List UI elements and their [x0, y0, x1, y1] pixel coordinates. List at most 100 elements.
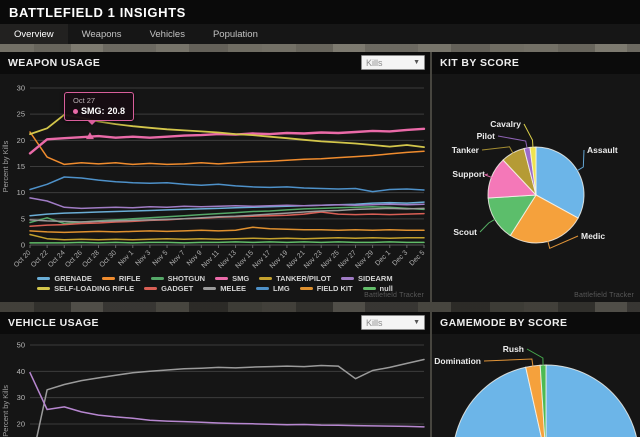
- svg-text:Dec 3: Dec 3: [391, 249, 409, 267]
- svg-text:0: 0: [21, 241, 25, 250]
- panel-vehicle-usage: VEHICLE USAGE Kills ▼ 20 30 40 50 Percent by…: [0, 312, 430, 437]
- legend-label: SMG: [232, 274, 250, 283]
- legend-item[interactable]: SIDEARM: [341, 274, 393, 283]
- panel-title-kit-by-score: KIT BY SCORE: [440, 57, 520, 69]
- legend-swatch: [299, 287, 313, 290]
- panel-title-weapon-usage: WEAPON USAGE: [8, 57, 101, 69]
- weapon-legend: GRENADE RIFLE SHOTGUN SMG TANKER/PILOT SIDEAR…: [0, 274, 430, 293]
- panel-kit-by-score: KIT BY SCORE Assault Medic Scout Support Tan…: [432, 52, 640, 302]
- svg-text:Oct 22: Oct 22: [30, 249, 50, 269]
- gamemode-by-score-pie[interactable]: Domination Rush: [432, 334, 640, 437]
- legend-item[interactable]: SMG: [215, 274, 249, 283]
- legend-label: FIELD KIT: [316, 284, 353, 293]
- vehicle-usage-chart[interactable]: 20 30 40 50 Percent by Kills: [0, 334, 430, 437]
- tab-weapons[interactable]: Weapons: [81, 28, 122, 40]
- svg-text:Tanker: Tanker: [452, 145, 480, 155]
- chevron-down-icon: ▼: [413, 319, 420, 326]
- legend-swatch: [203, 287, 217, 290]
- svg-text:20: 20: [17, 420, 25, 429]
- svg-text:Oct 26: Oct 26: [64, 249, 84, 269]
- svg-text:Oct 24: Oct 24: [47, 249, 67, 269]
- svg-text:Oct 20: Oct 20: [13, 249, 33, 269]
- legend-item[interactable]: TANKER/PILOT: [259, 274, 331, 283]
- tooltip-date: Oct 27: [73, 96, 96, 105]
- vehicle-metric-value: Kills: [366, 317, 383, 328]
- svg-text:5: 5: [21, 214, 25, 223]
- svg-text:Domination: Domination: [434, 356, 481, 366]
- legend-item[interactable]: GRENADE: [37, 274, 92, 283]
- svg-text:Rush: Rush: [503, 344, 524, 354]
- chart-tooltip: Oct 27 SMG: 20.8: [64, 92, 135, 125]
- legend-swatch: [37, 287, 51, 290]
- svg-text:20: 20: [17, 136, 25, 145]
- tab-overview[interactable]: Overview: [0, 24, 68, 44]
- legend-label: LMG: [273, 284, 290, 293]
- svg-text:Nov 3: Nov 3: [134, 249, 152, 267]
- legend-label: MELEE: [220, 284, 247, 293]
- legend-label: RIFLE: [118, 274, 141, 283]
- svg-text:Percent by Kills: Percent by Kills: [1, 140, 10, 192]
- legend-item[interactable]: SHOTGUN: [150, 274, 206, 283]
- weapon-metric-select[interactable]: Kills ▼: [361, 55, 425, 70]
- legend-item[interactable]: FIELD KIT: [299, 284, 353, 293]
- legend-label: SHOTGUN: [167, 274, 206, 283]
- svg-text:Oct 30: Oct 30: [99, 249, 119, 269]
- watermark-link[interactable]: Battlefield Tracker: [364, 292, 424, 299]
- legend-label: SIDEARM: [358, 274, 393, 283]
- svg-text:25: 25: [17, 110, 25, 119]
- legend-item[interactable]: LMG: [256, 284, 290, 293]
- svg-text:Support: Support: [452, 169, 485, 179]
- tooltip-value: 20.8: [107, 106, 126, 116]
- svg-text:40: 40: [17, 367, 25, 376]
- legend-swatch: [259, 277, 273, 280]
- legend-swatch: [215, 277, 229, 280]
- legend-item[interactable]: null: [362, 284, 393, 293]
- svg-text:10: 10: [17, 188, 25, 197]
- legend-swatch: [150, 277, 164, 280]
- svg-text:Nov 5: Nov 5: [152, 249, 170, 267]
- svg-text:Assault: Assault: [587, 145, 618, 155]
- panel-gamemode-by-score: GAMEMODE BY SCORE Domination Rush: [432, 312, 640, 437]
- svg-text:Pilot: Pilot: [477, 131, 496, 141]
- svg-text:Nov 7: Nov 7: [169, 249, 187, 267]
- panel-weapon-usage: WEAPON USAGE Kills ▼ 0 5 10 15 20 25 30 Oct 20 O…: [0, 52, 430, 302]
- svg-text:Dec 5: Dec 5: [409, 249, 427, 267]
- svg-text:Scout: Scout: [453, 227, 477, 237]
- legend-item[interactable]: GADGET: [144, 284, 193, 293]
- kit-by-score-pie[interactable]: Assault Medic Scout Support Tanker Pilot Caval…: [432, 74, 640, 302]
- legend-swatch: [362, 287, 376, 290]
- legend-item[interactable]: SELF-LOADING RIFLE: [37, 284, 134, 293]
- legend-item[interactable]: RIFLE: [101, 274, 141, 283]
- panel-header: KIT BY SCORE: [432, 52, 640, 74]
- legend-label: SELF-LOADING RIFLE: [54, 284, 135, 293]
- tooltip-series-label: SMG:: [81, 106, 105, 116]
- app-title: BATTLEFIELD 1 INSIGHTS: [9, 4, 186, 20]
- legend-label: null: [379, 284, 393, 293]
- panel-header: GAMEMODE BY SCORE: [432, 312, 640, 334]
- panel-header: WEAPON USAGE Kills ▼: [0, 52, 430, 74]
- legend-swatch: [144, 287, 158, 290]
- legend-label: TANKER/PILOT: [276, 274, 332, 283]
- svg-text:Dec 1: Dec 1: [374, 249, 392, 267]
- panel-header: VEHICLE USAGE Kills ▼: [0, 312, 430, 334]
- legend-item[interactable]: MELEE: [203, 284, 246, 293]
- panel-title-gamemode-by-score: GAMEMODE BY SCORE: [440, 317, 568, 329]
- panel-title-vehicle-usage: VEHICLE USAGE: [8, 317, 99, 329]
- legend-swatch: [101, 277, 115, 280]
- chevron-down-icon: ▼: [413, 59, 420, 66]
- tab-population[interactable]: Population: [212, 28, 258, 40]
- svg-text:15: 15: [17, 162, 25, 171]
- svg-text:Nov 1: Nov 1: [117, 249, 135, 267]
- svg-text:Oct 28: Oct 28: [81, 249, 101, 269]
- vehicle-metric-select[interactable]: Kills ▼: [361, 315, 425, 330]
- svg-text:50: 50: [17, 341, 25, 350]
- svg-text:30: 30: [17, 84, 25, 93]
- watermark-link[interactable]: Battlefield Tracker: [574, 292, 634, 299]
- tooltip-series-dot: [73, 108, 78, 114]
- tab-vehicles[interactable]: Vehicles: [149, 28, 185, 40]
- app-header: BATTLEFIELD 1 INSIGHTS: [0, 0, 640, 24]
- legend-swatch: [341, 277, 355, 280]
- weapon-metric-value: Kills: [366, 57, 383, 68]
